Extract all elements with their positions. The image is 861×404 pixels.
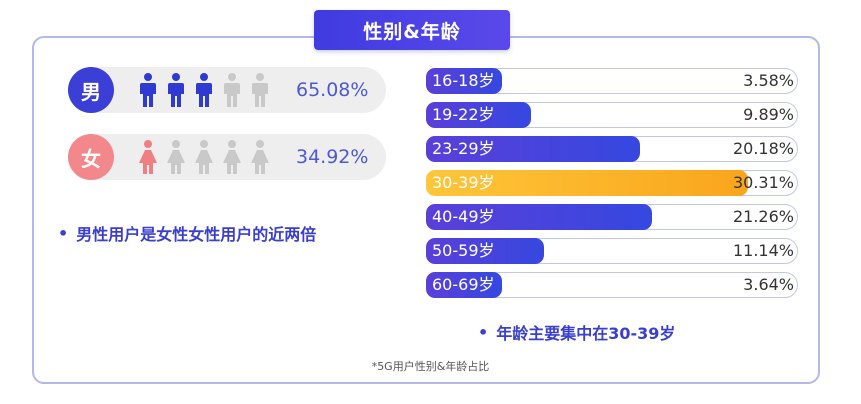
age-bar [426,102,532,128]
age-bar [426,68,502,94]
female-row: 女 34.92% [68,134,386,180]
male-percent: 65.08% [296,79,369,101]
age-bar [426,204,652,230]
age-bar [426,272,502,298]
age-value-label: 20.18% [732,139,794,158]
age-value-label: 3.58% [743,71,794,90]
age-value-label: 3.64% [743,275,794,294]
age-bar [426,170,749,196]
age-conclusion-text: 年龄主要集中在30-39岁 [496,324,676,343]
age-row: 16-18岁 3.58% [426,68,798,94]
male-figures [138,72,270,108]
female-badge: 女 [68,134,114,180]
person-inactive-icon [224,73,240,107]
age-row: 23-29岁 20.18% [426,136,798,162]
age-category-label: 50-59岁 [432,241,495,260]
male-person-icon [140,73,156,107]
age-bar [426,238,545,264]
bullet-dot: • [58,223,69,243]
age-category-label: 40-49岁 [432,207,495,226]
bullet-dot: • [478,322,489,342]
age-bar [426,136,641,162]
male-person-icon [196,73,212,107]
age-category-label: 30-39岁 [432,173,495,192]
gender-conclusion: • 男性用户是女性女性用户的近两倍 [58,221,316,245]
age-value-label: 21.26% [732,207,794,226]
female-percent: 34.92% [296,146,369,168]
person-inactive-icon [223,140,241,174]
male-row: 男 65.08% [68,67,386,113]
female-figures [138,139,270,175]
age-category-label: 60-69岁 [432,275,495,294]
age-category-label: 23-29岁 [432,139,495,158]
person-inactive-icon [195,140,213,174]
person-inactive-icon [252,73,268,107]
age-conclusion: • 年龄主要集中在30-39岁 [478,320,675,344]
person-inactive-icon [251,140,269,174]
page-title: 性别&年龄 [314,10,510,50]
age-row: 40-49岁 21.26% [426,204,798,230]
age-category-label: 19-22岁 [432,105,495,124]
age-value-label: 9.89% [743,105,794,124]
footnote: *5G用户性别&年龄占比 [371,360,490,373]
age-row: 60-69岁 3.64% [426,272,798,298]
gender-conclusion-text: 男性用户是女性女性用户的近两倍 [76,225,317,244]
male-person-icon [168,73,184,107]
person-inactive-icon [167,140,185,174]
female-person-icon [139,140,157,174]
age-row: 19-22岁 9.89% [426,102,798,128]
age-value-label: 11.14% [732,241,794,260]
age-category-label: 16-18岁 [432,71,495,90]
age-row: 50-59岁 11.14% [426,238,798,264]
age-value-label: 30.31% [732,173,794,192]
male-badge: 男 [68,67,114,113]
age-row: 30-39岁 30.31% [426,170,798,196]
